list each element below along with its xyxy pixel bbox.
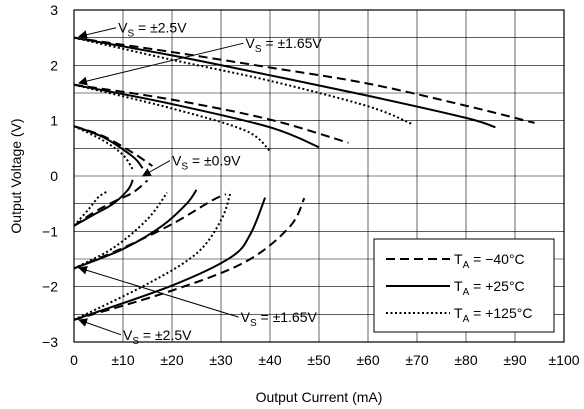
x-tick-label: ±30 [209,352,232,368]
annotation-label: VS = ±1.65V [246,35,323,55]
grid [74,10,564,342]
annotation-label: VS = ±1.65V [241,309,318,329]
series-line-p25 [73,83,320,149]
x-tick-label: ±20 [160,352,183,368]
series-line-m40 [73,179,149,227]
series-line-p125 [73,190,109,227]
x-tick-label: ±80 [454,352,477,368]
series-line-m40 [73,197,306,321]
annotations: VS = ±2.5V VS = ±1.65V VS = ±0.9V VS = ±1.6… [78,20,323,347]
y-tick-label: 0 [50,168,58,184]
series-line-m40 [73,125,153,167]
legend: TA = −40°C TA = +25°C TA = +125°C [373,238,555,333]
y-tick-label: 1 [50,113,58,129]
x-tick-label: ±40 [258,352,281,368]
legend-label-m40: TA = −40°C [454,251,525,271]
annotation-arrow [141,160,171,177]
series-line-p125 [73,125,134,170]
annotation-label: VS = ±0.9V [172,153,241,173]
x-tick-label: 0 [70,352,78,368]
series-line-p25 [73,36,496,129]
x-tick-label: ±90 [503,352,526,368]
series-line-p25 [73,189,198,270]
annotation-arrow [78,265,239,318]
legend-label-p25: TA = +25°C [454,278,525,298]
series-line-p25 [73,125,144,169]
x-tick-label: ±60 [356,352,379,368]
series-line-p25 [73,197,267,321]
series-lines [73,36,535,321]
series-line-m40 [73,36,535,124]
x-tick-label: ±70 [405,352,428,368]
series-line-p25 [73,179,134,227]
y-tick-label: −2 [42,279,58,295]
annotation-label: VS = ±2.5V [123,327,192,347]
y-axis-label: Output Voltage (V) [8,118,24,233]
y-tick-label: 3 [50,2,58,18]
tick-labels: 0 ±10 ±20 ±30 ±40 ±50 ±60 ±70 ±80 ±90 ±100 3 2 1 0 −1 −2… [42,2,580,368]
annotation-label: VS = ±2.5V [118,20,187,40]
x-tick-label: ±50 [307,352,330,368]
x-axis-label: Output Current (mA) [256,389,383,405]
plot-frame [73,9,565,343]
x-tick-label: ±10 [111,352,134,368]
x-tick-label: ±100 [548,352,579,368]
annotation-arrow [78,318,122,336]
y-tick-label: −3 [42,334,58,350]
series-line-p125 [73,191,232,321]
series-line-p125 [73,36,413,125]
annotation-arrow [78,27,117,40]
y-tick-label: −1 [42,223,58,239]
series-line-m40 [73,83,349,144]
annotation-arrow [78,42,244,86]
series-line-p125 [73,192,168,270]
y-tick-label: 2 [50,57,58,73]
series-line-p125 [73,83,271,152]
legend-label-p125: TA = +125°C [454,305,532,325]
